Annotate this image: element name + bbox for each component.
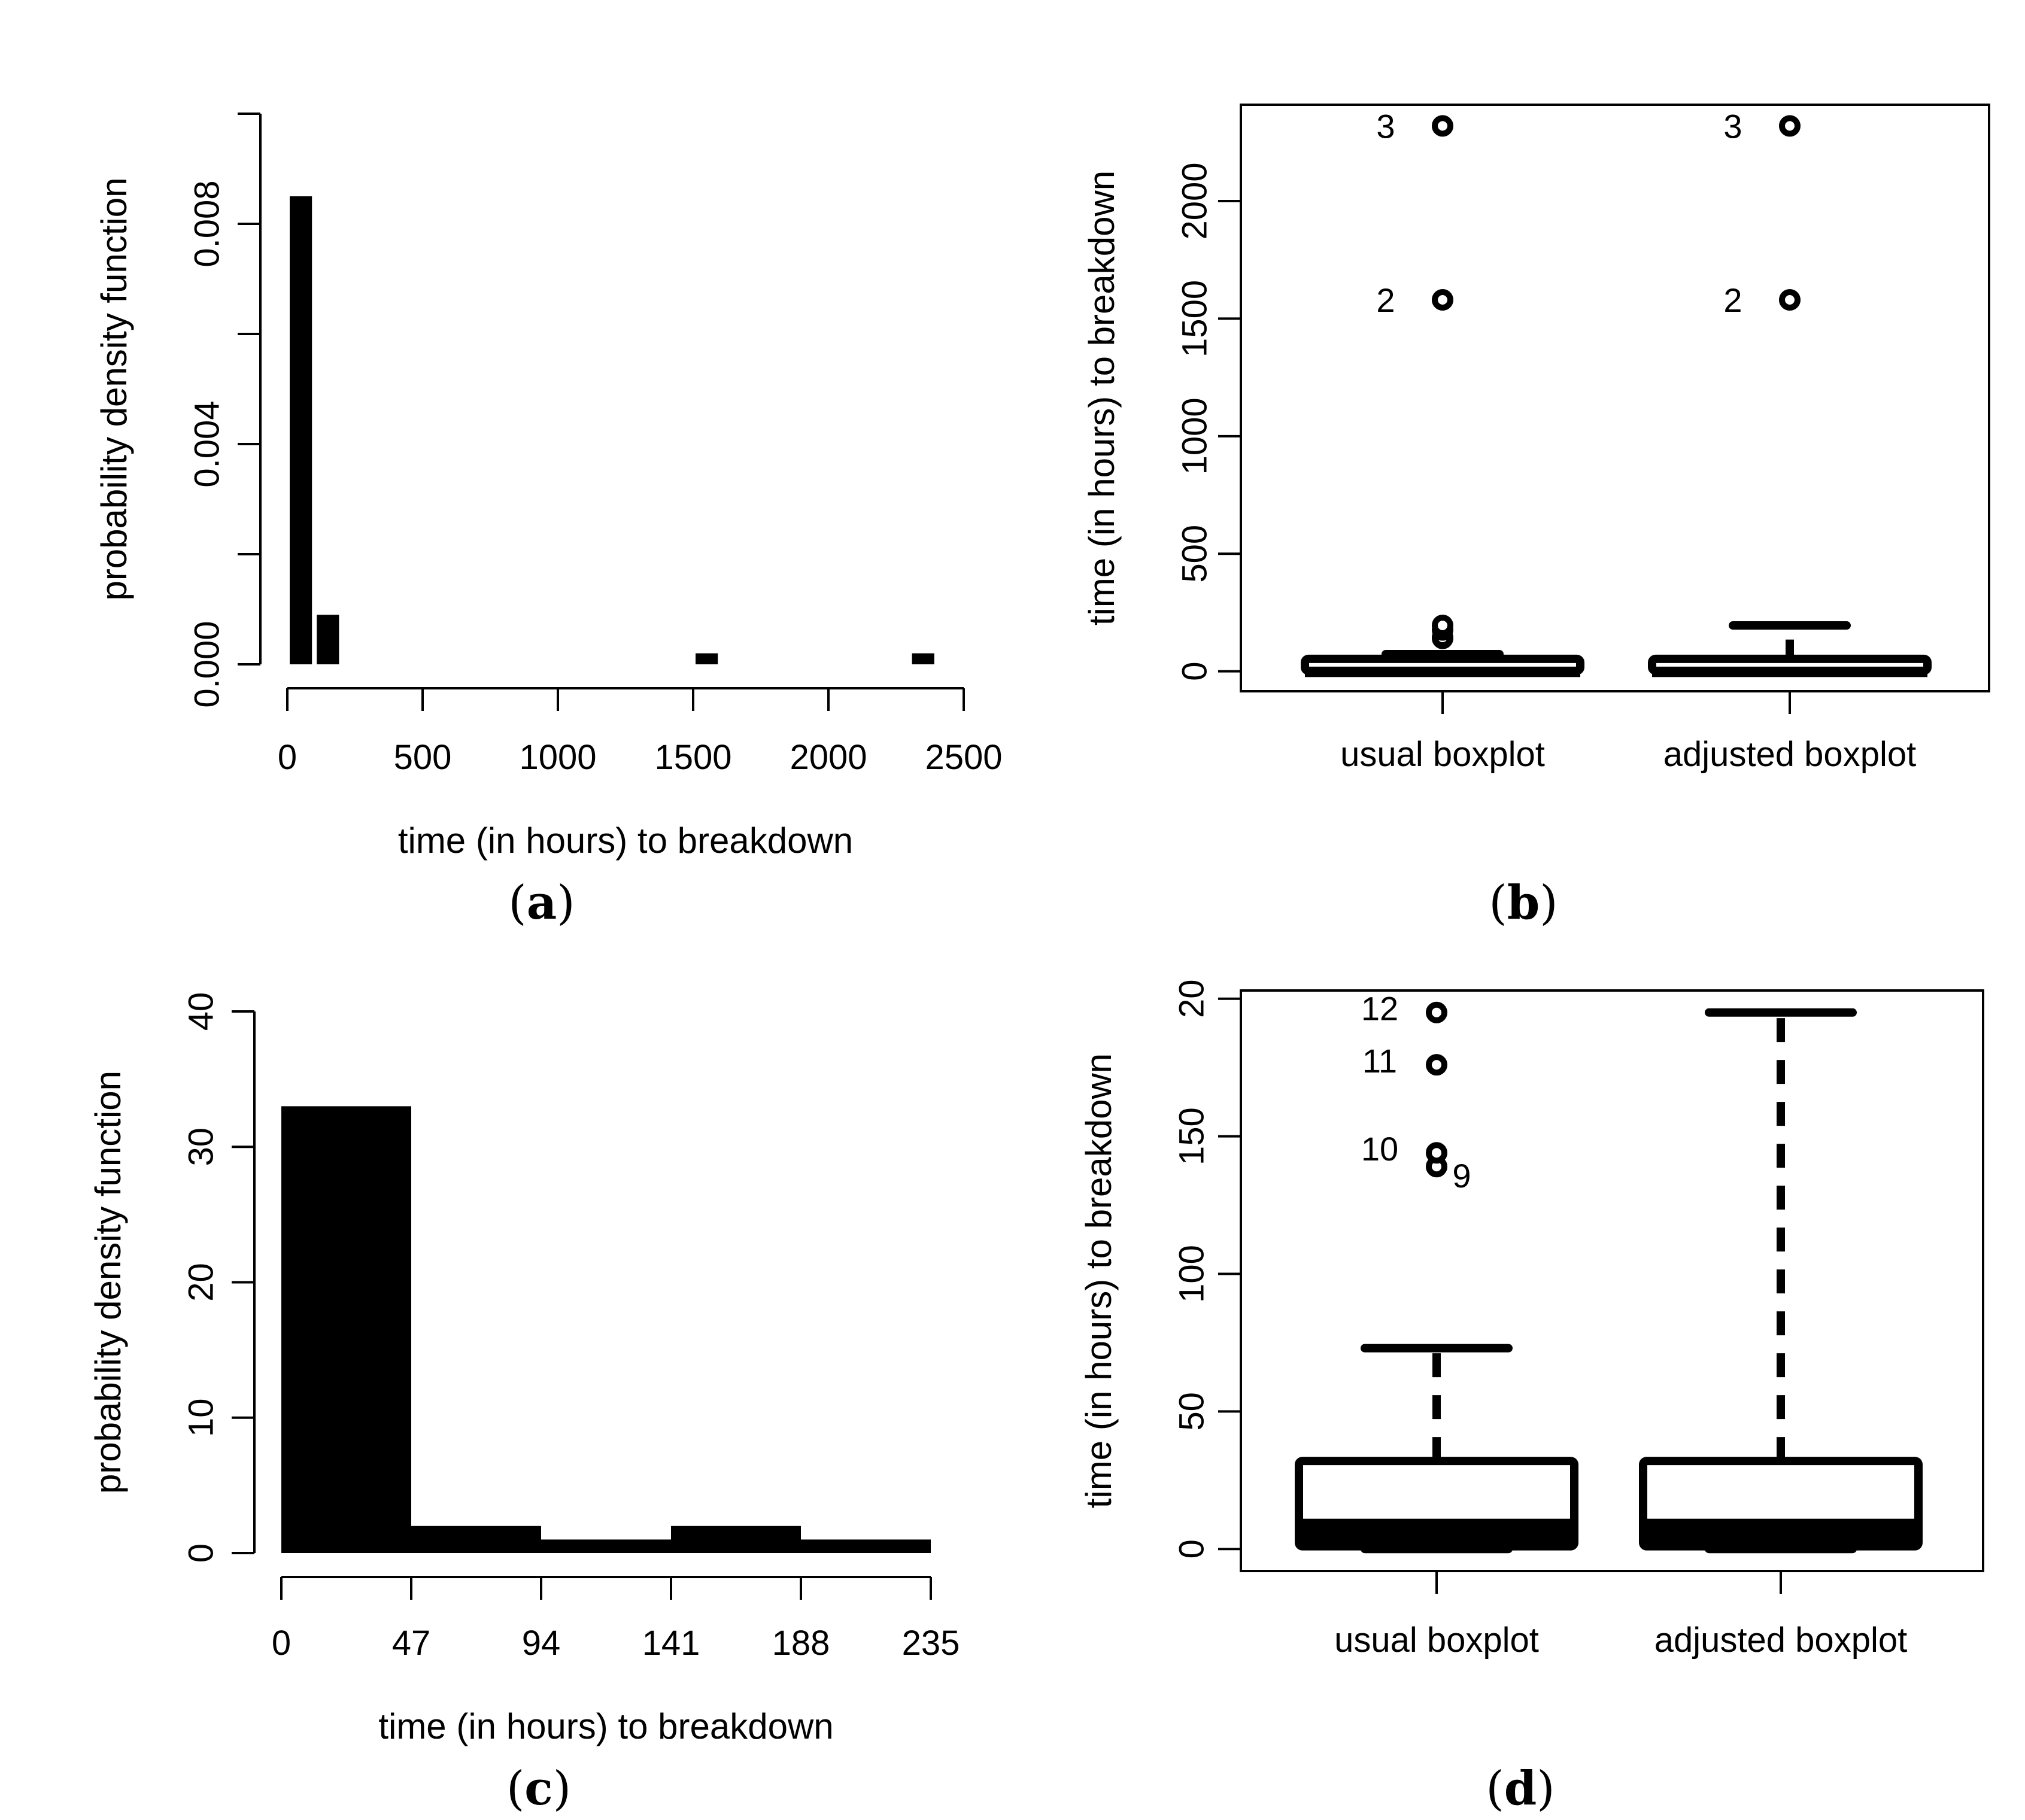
- median-line: [1299, 1518, 1574, 1546]
- plot-frame: [1240, 104, 1990, 692]
- y-tick-label: 0: [181, 1543, 220, 1563]
- histogram-bar: [696, 653, 718, 664]
- box-group: usual boxplot 3 2: [1301, 107, 1584, 774]
- y-tick-label: 150: [1172, 1107, 1211, 1165]
- category-label: usual boxplot: [1340, 735, 1545, 774]
- outlier-point: [1426, 1054, 1447, 1076]
- caption-c: (c): [506, 1761, 571, 1816]
- histogram-bar: [912, 653, 934, 664]
- outlier-point: [1426, 1142, 1447, 1164]
- x-axis-label: time (in hours) to breakdown: [398, 821, 853, 861]
- outlier-point: [1432, 115, 1453, 137]
- y-axis-label: probability density function: [94, 177, 134, 600]
- outlier-label: 3: [1376, 107, 1395, 145]
- x-tick-label: 94: [522, 1624, 561, 1663]
- median-line: [1652, 669, 1927, 677]
- panel-d: 0 50 100 150 20 time (in hours) to breakdown u…: [1079, 980, 1984, 1816]
- x-tick-label: 141: [642, 1624, 700, 1663]
- y-axis-label: probability density function: [88, 1071, 128, 1494]
- box-group: usual boxplot 12 11 10 9: [1295, 990, 1578, 1660]
- outlier-label: 3: [1723, 107, 1742, 145]
- x-tick-label: 235: [902, 1624, 960, 1663]
- outlier-label: 12: [1361, 990, 1398, 1028]
- histogram-bar: [671, 1526, 801, 1553]
- outlier-label: 11: [1362, 1042, 1397, 1080]
- x-tick-label: 2000: [790, 738, 867, 777]
- y-tick-label: 50: [1172, 1392, 1211, 1431]
- x-tick-label: 500: [394, 738, 452, 777]
- y-tick-label: 1500: [1175, 280, 1214, 357]
- histogram-bar: [541, 1539, 671, 1553]
- category-label: usual boxplot: [1334, 1621, 1539, 1660]
- panel-a: 0.000 0.004 0.008 0 500 1000 1500 2000 2500 time …: [94, 113, 1003, 930]
- histogram-bar: [281, 1106, 411, 1553]
- y-axis-label: time (in hours) to breakdown: [1082, 171, 1122, 625]
- box-group: adjusted boxplot: [1639, 1008, 1923, 1660]
- median-line: [1643, 1518, 1918, 1546]
- panel-b: 0 500 1000 1500 2000 time (in hours) to break…: [1082, 104, 1990, 930]
- outlier-label: 2: [1376, 281, 1395, 319]
- histogram-bar: [317, 615, 339, 664]
- histogram-bar: [801, 1539, 931, 1553]
- x-tick-label: 47: [392, 1624, 431, 1663]
- outlier-point: [1426, 1001, 1447, 1023]
- plot-frame: [1240, 989, 1984, 1572]
- caption-b: (b): [1489, 876, 1558, 930]
- caption-d: (d): [1486, 1761, 1555, 1816]
- category-label: adjusted boxplot: [1663, 735, 1916, 774]
- y-tick-label: 0.000: [187, 621, 226, 707]
- outlier-label: 10: [1361, 1130, 1398, 1168]
- y-tick-label: 20: [181, 1263, 220, 1302]
- y-tick-label: 0: [1175, 661, 1214, 680]
- x-tick-label: 188: [772, 1624, 830, 1663]
- y-axis-label: time (in hours) to breakdown: [1079, 1053, 1119, 1508]
- y-tick-label: 0.004: [187, 400, 226, 487]
- histogram-bar: [411, 1526, 541, 1553]
- y-tick-label: 1000: [1175, 397, 1214, 475]
- x-tick-label: 0: [278, 738, 297, 777]
- outlier-point: [1432, 615, 1453, 637]
- y-tick-label: 100: [1172, 1245, 1211, 1303]
- y-tick-label: 10: [181, 1398, 220, 1437]
- y-tick-label: 500: [1175, 525, 1214, 583]
- outlier-point: [1779, 115, 1801, 137]
- y-tick-label: 40: [181, 992, 220, 1031]
- caption-a: (a): [508, 876, 575, 930]
- y-tick-label: 2000: [1175, 163, 1214, 240]
- x-axis-label: time (in hours) to breakdown: [378, 1706, 833, 1746]
- histogram-bar: [290, 196, 312, 664]
- outlier-label: 9: [1452, 1157, 1471, 1195]
- y-tick-label: 20: [1172, 980, 1211, 1019]
- panel-c: 0 10 20 30 40 0 47 94 141 188 235 time (in hours) t…: [88, 992, 960, 1816]
- x-tick-label: 1500: [654, 738, 731, 777]
- box-group: adjusted boxplot 3 2: [1648, 107, 1932, 774]
- y-tick-label: 30: [181, 1128, 220, 1166]
- median-line: [1305, 669, 1580, 677]
- x-tick-label: 2500: [925, 738, 1002, 777]
- x-tick-label: 1000: [519, 738, 596, 777]
- outlier-point: [1779, 289, 1801, 311]
- y-tick-label: 0.008: [187, 180, 226, 267]
- category-label: adjusted boxplot: [1654, 1621, 1907, 1660]
- outlier-label: 2: [1723, 281, 1742, 319]
- x-tick-label: 0: [272, 1624, 291, 1663]
- y-tick-label: 0: [1172, 1539, 1211, 1558]
- outlier-point: [1432, 289, 1453, 311]
